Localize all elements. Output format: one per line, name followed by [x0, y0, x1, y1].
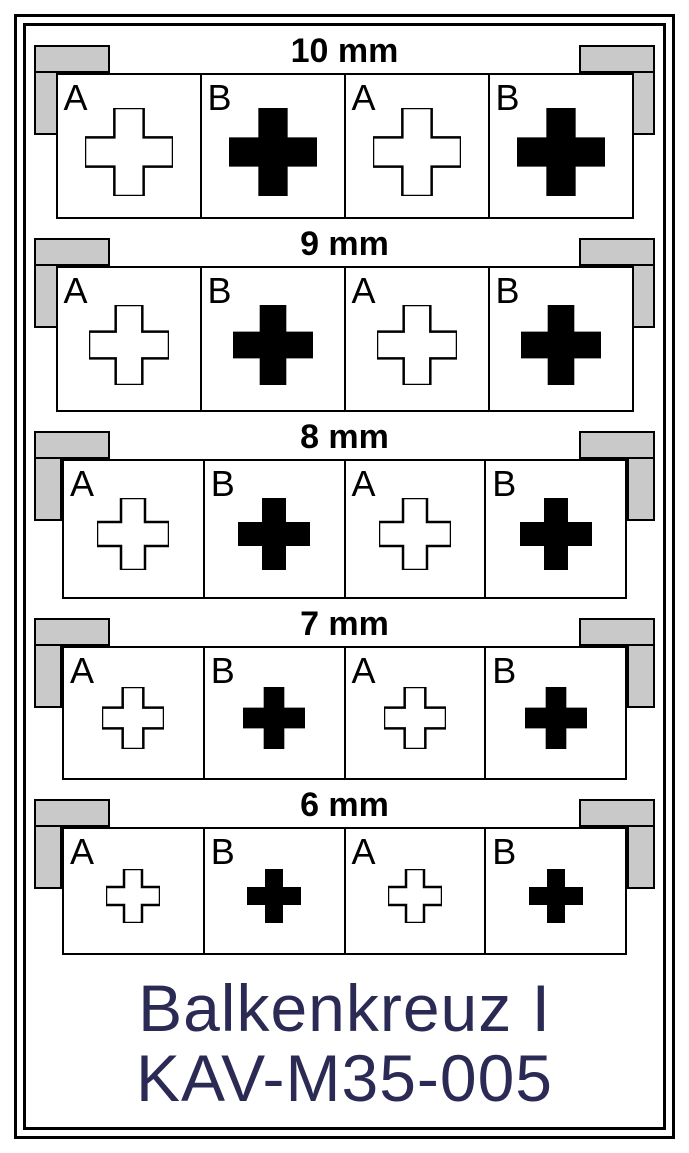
- cell-letter: A: [352, 270, 376, 312]
- stencil-cell: B: [484, 459, 627, 599]
- cross-icon: [373, 108, 461, 196]
- stencil-cell: A: [62, 827, 205, 955]
- outer-frame: 10 mm A B A B 9: [14, 14, 675, 1139]
- cross-icon: [517, 108, 605, 196]
- cell-letter: B: [492, 831, 516, 873]
- stencil-cell: B: [484, 827, 627, 955]
- cross-icon: [229, 108, 317, 196]
- stencil-cell: B: [200, 73, 346, 219]
- cross-icon: [233, 305, 313, 385]
- size-label: 6 mm: [26, 780, 663, 827]
- cross-icon: [379, 498, 451, 570]
- cell-letter: B: [496, 270, 520, 312]
- stencil-cell: B: [200, 266, 346, 412]
- size-section: 8 mm A B A B: [26, 412, 663, 599]
- sections-container: 10 mm A B A B 9: [26, 26, 663, 955]
- cross-icon: [102, 687, 164, 749]
- content-area: 10 mm A B A B 9: [26, 26, 663, 1127]
- cross-icon: [377, 305, 457, 385]
- footer-title: Balkenkreuz I KAV-M35-005: [26, 974, 663, 1113]
- stencil-cell: B: [203, 646, 346, 780]
- stencil-cell: A: [344, 646, 487, 780]
- cross-icon: [89, 305, 169, 385]
- cell-letter: A: [70, 463, 94, 505]
- cross-icon: [238, 498, 310, 570]
- size-label: 9 mm: [26, 219, 663, 266]
- row: A B A B: [26, 459, 663, 599]
- stencil-cell: A: [344, 266, 490, 412]
- size-section: 9 mm A B A B: [26, 219, 663, 412]
- cell-letter: B: [211, 463, 235, 505]
- cross-icon: [85, 108, 173, 196]
- size-label: 8 mm: [26, 412, 663, 459]
- cross-icon: [388, 869, 442, 923]
- cross-icon: [529, 869, 583, 923]
- row: A B A B: [26, 827, 663, 955]
- cells: A B A B: [26, 827, 663, 955]
- stencil-cell: B: [488, 73, 634, 219]
- stencil-cell: A: [62, 646, 205, 780]
- cross-icon: [520, 498, 592, 570]
- cells: A B A B: [26, 266, 663, 412]
- stencil-cell: A: [56, 266, 202, 412]
- cell-letter: B: [211, 650, 235, 692]
- stencil-cell: B: [203, 459, 346, 599]
- stencil-cell: B: [203, 827, 346, 955]
- cell-letter: A: [64, 270, 88, 312]
- cell-letter: A: [352, 463, 376, 505]
- cross-icon: [97, 498, 169, 570]
- cell-letter: A: [70, 650, 94, 692]
- title-line-1: Balkenkreuz I: [26, 974, 663, 1043]
- cell-letter: B: [492, 463, 516, 505]
- stencil-cell: B: [484, 646, 627, 780]
- cross-icon: [243, 687, 305, 749]
- cells: A B A B: [26, 73, 663, 219]
- cell-letter: A: [352, 831, 376, 873]
- cell-letter: A: [352, 650, 376, 692]
- cross-icon: [106, 869, 160, 923]
- size-label: 10 mm: [26, 26, 663, 73]
- stencil-cell: A: [344, 827, 487, 955]
- cross-icon: [521, 305, 601, 385]
- inner-frame: 10 mm A B A B 9: [23, 23, 666, 1130]
- row: A B A B: [26, 266, 663, 412]
- cell-letter: B: [208, 270, 232, 312]
- cell-letter: B: [492, 650, 516, 692]
- size-section: 7 mm A B A B: [26, 599, 663, 780]
- row: A B A B: [26, 646, 663, 780]
- row: A B A B: [26, 73, 663, 219]
- size-section: 6 mm A B A B: [26, 780, 663, 955]
- cross-icon: [247, 869, 301, 923]
- stencil-cell: A: [56, 73, 202, 219]
- cell-letter: B: [211, 831, 235, 873]
- size-label: 7 mm: [26, 599, 663, 646]
- cells: A B A B: [26, 459, 663, 599]
- stencil-cell: B: [488, 266, 634, 412]
- cell-letter: A: [70, 831, 94, 873]
- cross-icon: [384, 687, 446, 749]
- stencil-cell: A: [62, 459, 205, 599]
- stencil-cell: A: [344, 459, 487, 599]
- cells: A B A B: [26, 646, 663, 780]
- size-section: 10 mm A B A B: [26, 26, 663, 219]
- stencil-cell: A: [344, 73, 490, 219]
- cross-icon: [525, 687, 587, 749]
- title-line-2: KAV-M35-005: [26, 1044, 663, 1113]
